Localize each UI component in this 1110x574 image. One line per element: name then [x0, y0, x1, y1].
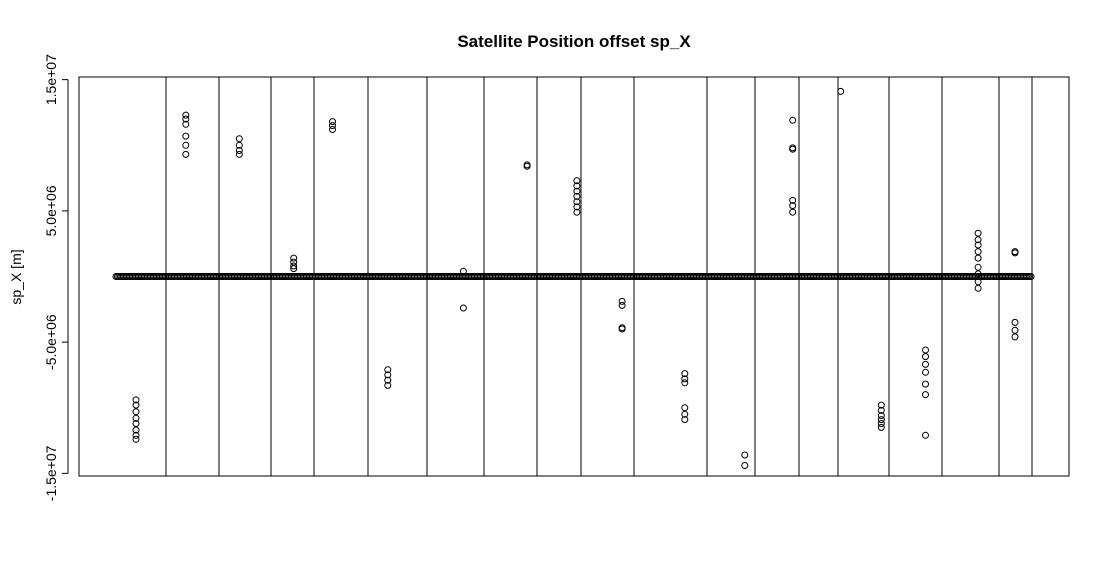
data-point [182, 120, 190, 128]
data-point [922, 360, 929, 368]
data-point [235, 150, 243, 158]
data-point [974, 236, 982, 244]
data-point [132, 435, 140, 443]
data-point [182, 132, 190, 140]
data-point [837, 87, 845, 95]
data-point [290, 262, 298, 270]
data-point [618, 325, 626, 333]
data-point [681, 370, 689, 378]
data-point [573, 198, 581, 206]
data-point [384, 366, 392, 374]
data-point [459, 304, 467, 312]
data-point [741, 451, 749, 459]
data-point [877, 420, 885, 427]
data-point [132, 401, 140, 409]
data-points [132, 87, 1019, 469]
data-point [922, 380, 929, 388]
data-point [974, 241, 982, 249]
data-point [1011, 326, 1019, 334]
data-point [329, 118, 336, 126]
data-point [741, 462, 749, 469]
data-point [573, 203, 581, 211]
data-point [789, 196, 797, 204]
data-point [182, 150, 190, 158]
data-point [290, 254, 298, 262]
data-point [974, 270, 982, 278]
data-point [329, 126, 336, 133]
data-point [132, 396, 140, 404]
data-point [573, 208, 581, 216]
data-point [573, 182, 581, 190]
data-point [290, 265, 298, 273]
data-point [922, 346, 929, 354]
y-tick-label: 5.0e+06 [43, 185, 59, 236]
data-point [573, 192, 581, 200]
data-point [618, 297, 626, 305]
data-point [235, 141, 243, 149]
data-point [922, 353, 929, 361]
data-point [789, 208, 797, 216]
data-point [182, 115, 190, 123]
data-point [974, 254, 982, 262]
data-point [235, 147, 243, 154]
data-point [132, 414, 140, 422]
data-point [182, 111, 190, 119]
data-point [235, 135, 243, 143]
plot-frame [78, 76, 1070, 477]
data-point [384, 381, 392, 389]
y-tick-label: 1.5e+07 [43, 54, 59, 105]
data-point [877, 423, 885, 431]
data-point [789, 145, 797, 153]
chart-title: Satellite Position offset sp_X [457, 32, 691, 51]
data-point [681, 410, 689, 418]
data-point [1011, 318, 1019, 326]
data-point [922, 391, 929, 399]
data-point [459, 267, 467, 275]
data-point [1011, 249, 1019, 257]
data-point [789, 116, 797, 124]
data-point [681, 379, 689, 387]
data-point [329, 122, 336, 130]
data-point [132, 420, 140, 427]
data-point [974, 284, 982, 292]
data-point [182, 141, 190, 149]
data-point [974, 263, 982, 271]
data-point [974, 229, 982, 237]
data-point [789, 202, 797, 210]
data-point [1011, 333, 1019, 341]
baseline-points [112, 273, 1035, 280]
data-point [618, 301, 626, 309]
data-point [974, 248, 982, 256]
data-point [877, 416, 885, 424]
y-axis-label: sp_X [m] [8, 249, 24, 304]
data-point [523, 162, 531, 170]
data-point [132, 408, 140, 416]
y-axis: 1.5e+07 5.0e+06 -5.0e+06 -1.5e+07 [43, 54, 69, 501]
data-point [681, 404, 689, 412]
data-point [681, 416, 689, 424]
data-point [132, 426, 140, 434]
data-point [877, 412, 885, 420]
data-point [877, 401, 885, 409]
data-point [384, 371, 392, 379]
data-point [681, 375, 689, 383]
baseline-point [1027, 273, 1035, 280]
data-point [573, 177, 581, 185]
data-point [573, 187, 581, 195]
data-point [132, 431, 140, 439]
y-tick-label: -1.5e+07 [43, 445, 59, 501]
data-point [877, 406, 885, 414]
data-point [384, 376, 392, 384]
y-tick-label: -5.0e+06 [43, 314, 59, 370]
data-point [922, 431, 929, 439]
data-point [922, 368, 929, 376]
